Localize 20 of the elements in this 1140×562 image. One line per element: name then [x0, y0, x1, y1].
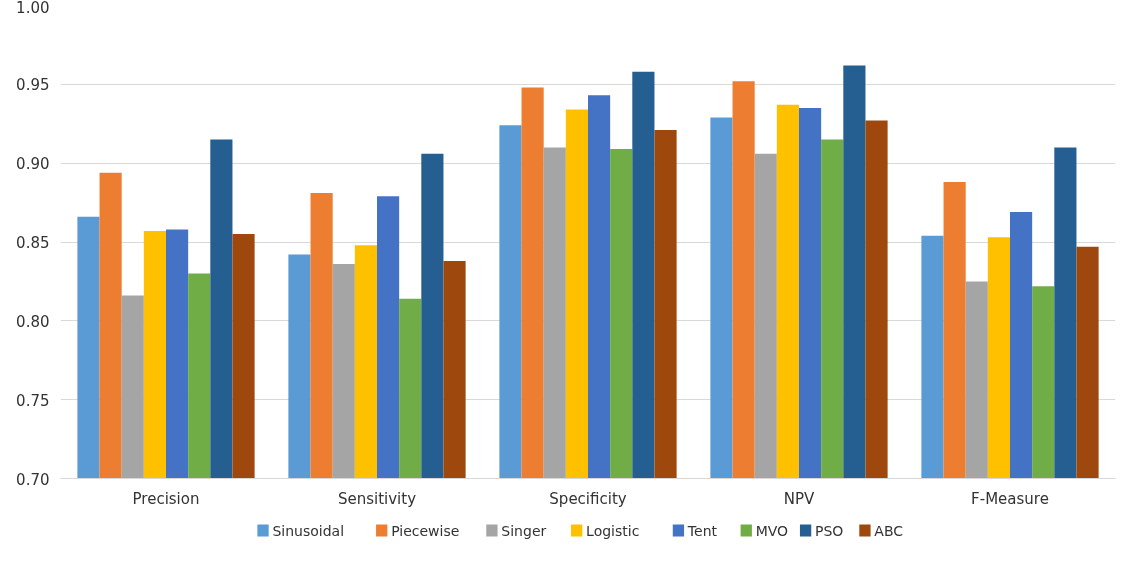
y-tick-label: 0.70 [16, 470, 50, 489]
legend-label: Logistic [586, 522, 640, 539]
x-tick-label: F-Measure [971, 489, 1049, 508]
legend-label: ABC [874, 522, 904, 539]
y-tick-label: 0.75 [16, 391, 50, 410]
y-tick-label: 0.95 [16, 76, 50, 95]
x-tick-label: NPV [783, 489, 815, 508]
legend-label: Piecewise [391, 522, 460, 539]
y-tick-label: 0.90 [16, 155, 50, 174]
y-tick-label: 0.85 [16, 234, 50, 252]
legend-label: PSO [815, 522, 844, 539]
legend-label: Singer [501, 522, 547, 539]
legend-label: Tent [686, 522, 718, 539]
x-tick-label: Precision [132, 489, 200, 508]
x-tick-label: Sensitivity [337, 489, 417, 508]
y-tick-label: 1.00 [16, 0, 50, 17]
x-tick-label: Specificity [549, 489, 627, 508]
y-tick-label: 0.80 [16, 312, 50, 331]
legend-label: MVO [755, 522, 789, 539]
legend-label: Sinusoidal [272, 522, 345, 539]
